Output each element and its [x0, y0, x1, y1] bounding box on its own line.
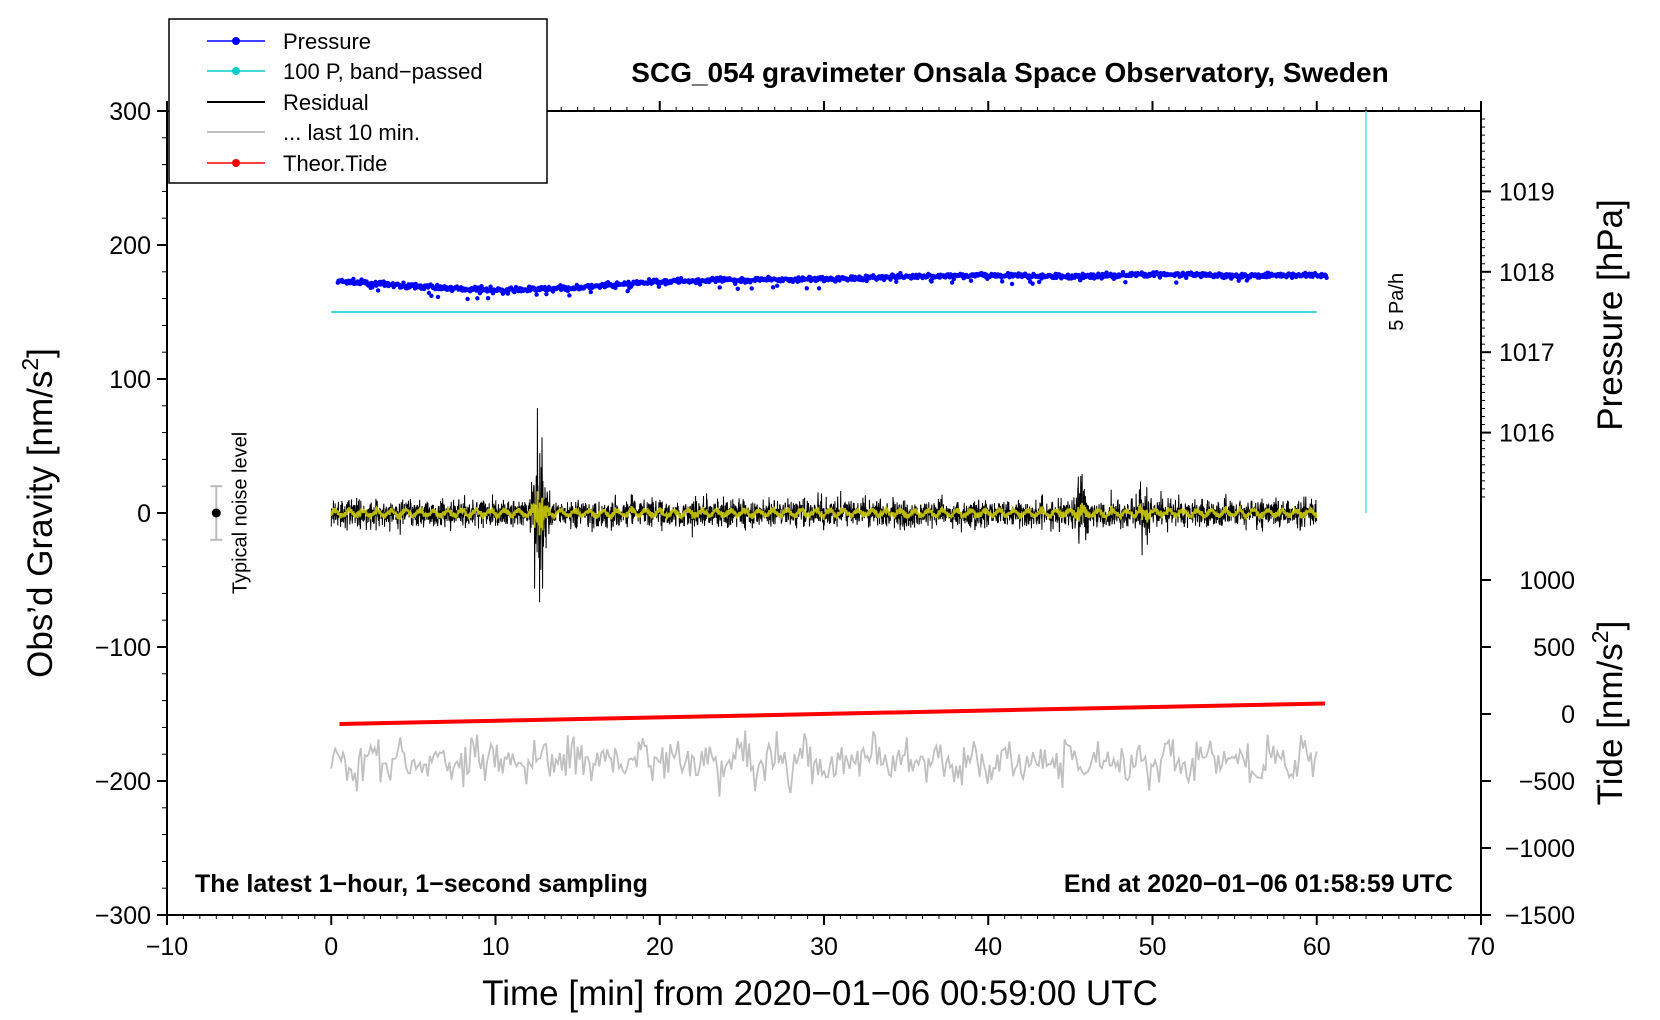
- pressure-point: [804, 286, 809, 291]
- pressure-point: [375, 288, 381, 293]
- pressure-point: [775, 283, 780, 288]
- pressure-point: [1037, 279, 1042, 285]
- ticks-layer: −10 0 10 20 30 40 50 60 703002001000−100−200−300…: [95, 98, 1575, 961]
- pressure-tick-label: 1018: [1499, 259, 1555, 287]
- tide-axis-label-end: ]: [1591, 621, 1630, 631]
- pressure-point: [735, 286, 740, 291]
- y-axis-label-left: Obs’d Gravity [nm/s2]: [17, 348, 60, 678]
- y-axis-label-left-sup: 2: [17, 358, 43, 371]
- pressure-point: [927, 272, 933, 278]
- pressure-point: [567, 293, 572, 298]
- y-tick-label: 300: [109, 98, 151, 126]
- pressure-point: [534, 292, 539, 297]
- pressure-point: [1184, 275, 1189, 280]
- tide-tick-label: 500: [1533, 634, 1575, 662]
- x-tick-label: 20: [646, 933, 674, 961]
- pressure-point: [888, 277, 893, 282]
- pressure-tick-label: 1019: [1499, 178, 1555, 206]
- pressure-point: [1000, 279, 1005, 284]
- pressure-point: [951, 276, 956, 282]
- pressure-point: [656, 284, 662, 289]
- x-tick-label: −10: [146, 933, 188, 961]
- y-tick-label: 0: [137, 500, 151, 528]
- legend-tide-label: Theor.Tide: [283, 151, 387, 176]
- y-tick-label: 100: [109, 366, 151, 394]
- note-latest-hour: The latest 1−hour, 1−second sampling: [195, 870, 648, 898]
- pressure-point: [429, 293, 434, 298]
- rate-bar-label: 5 Pa/h: [1386, 273, 1408, 331]
- y-tick-label: −200: [95, 768, 151, 796]
- x-axis-label: Time [min] from 2020−01−06 00:59:00 UTC: [482, 974, 1158, 1013]
- legend-tide-marker: [232, 159, 240, 167]
- pressure-point: [770, 285, 776, 290]
- pressure-point: [816, 286, 822, 291]
- pressure-axis-label: Pressure [hPa]: [1591, 199, 1630, 431]
- pressure-point: [929, 279, 934, 284]
- y-tick-label: −300: [95, 902, 151, 930]
- legend-bandpass-label: 100 P, band−passed: [283, 59, 483, 84]
- pressure-point: [968, 278, 974, 283]
- pressure-point: [625, 288, 630, 294]
- x-tick-label: 30: [810, 933, 838, 961]
- legend: Pressure 100 P, band−passed Residual ...…: [168, 18, 548, 184]
- pressure-point: [1174, 280, 1179, 285]
- tide-axis-label-sup: 2: [1587, 630, 1613, 643]
- residual-line: [330, 408, 1318, 603]
- y-tick-label: −100: [95, 634, 151, 662]
- y-axis-label-left-end: ]: [21, 348, 60, 358]
- pressure-point: [1324, 275, 1329, 280]
- tide-line: [339, 701, 1326, 726]
- y-tick-label: 200: [109, 232, 151, 260]
- x-tick-label: 70: [1467, 933, 1495, 961]
- x-tick-label: 50: [1139, 933, 1167, 961]
- pressure-point: [894, 279, 899, 284]
- x-tick-label: 40: [974, 933, 1002, 961]
- pressure-point: [588, 289, 593, 295]
- chart-title: SCG_054 gravimeter Onsala Space Observat…: [631, 57, 1388, 88]
- pressure-point: [1030, 281, 1035, 286]
- data-layer: [210, 111, 1367, 797]
- tide-points: [339, 701, 1326, 726]
- legend-last10-label: ... last 10 min.: [283, 120, 420, 145]
- tide-tick-label: −500: [1519, 768, 1575, 796]
- x-tick-label: 60: [1303, 933, 1331, 961]
- residual-bandpass-overlay: [330, 491, 1318, 536]
- pressure-point: [435, 294, 441, 300]
- pressure-points: [335, 270, 1329, 302]
- pressure-tick-label: 1017: [1499, 339, 1555, 367]
- pressure-point: [475, 296, 480, 301]
- tide-axis-label: Tide [nm/s2]: [1587, 621, 1630, 806]
- noise-level-label: Typical noise level: [229, 432, 251, 594]
- pressure-point: [435, 282, 440, 288]
- pressure-point: [749, 286, 754, 291]
- legend-residual-label: Residual: [283, 90, 369, 115]
- noise-bar-center: [211, 508, 221, 518]
- y-axis-label-left-main: Obs’d Gravity [nm/s: [21, 371, 60, 678]
- pressure-point: [485, 296, 491, 301]
- pressure-point: [1009, 281, 1015, 287]
- legend-bandpass-marker: [232, 67, 240, 75]
- x-tick-label: 0: [324, 933, 338, 961]
- tide-tick-label: −1000: [1505, 835, 1575, 863]
- tide-tick-label: 0: [1561, 701, 1575, 729]
- pressure-point: [401, 280, 406, 285]
- pressure-tick-label: 1016: [1499, 420, 1555, 448]
- pressure-point: [717, 285, 722, 290]
- pressure-point: [544, 291, 549, 297]
- pressure-point: [949, 280, 955, 285]
- x-tick-label: 10: [482, 933, 510, 961]
- legend-pressure-marker: [232, 37, 240, 45]
- last-10-min-line: [330, 730, 1318, 797]
- tide-tick-label: −1500: [1505, 902, 1575, 930]
- legend-pressure-label: Pressure: [283, 29, 371, 54]
- pressure-point: [465, 296, 470, 302]
- pressure-point: [351, 276, 356, 282]
- tide-tick-label: 1000: [1519, 567, 1575, 595]
- tide-axis-label-main: Tide [nm/s: [1591, 643, 1630, 805]
- pressure-point: [1123, 280, 1128, 285]
- note-end-time: End at 2020−01−06 01:58:59 UTC: [1064, 870, 1453, 898]
